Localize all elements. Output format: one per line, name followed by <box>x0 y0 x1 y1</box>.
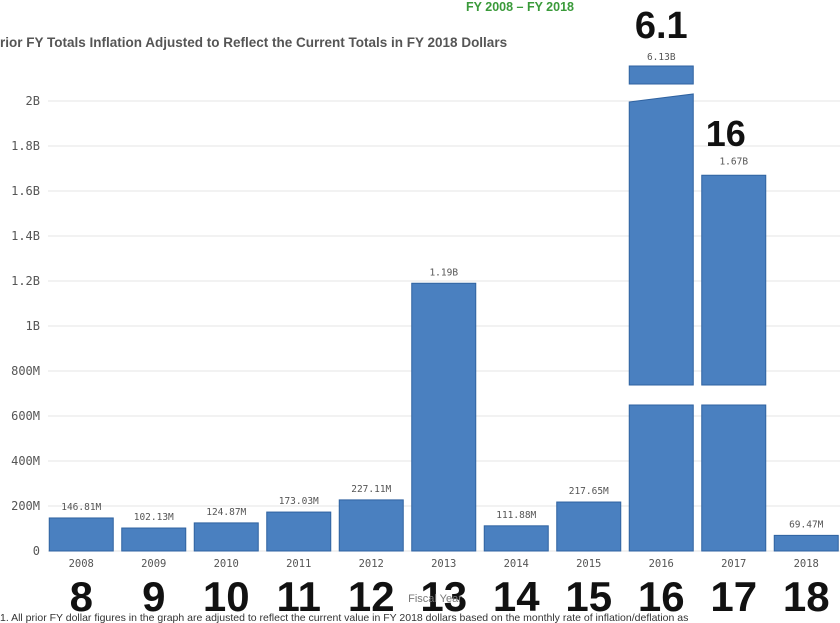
x-tick-2014: 2014 <box>504 558 529 570</box>
chart-subtitle: FY 2008 – FY 2018 <box>466 0 574 14</box>
data-label-2011: 173.03M <box>279 496 319 507</box>
data-label-2009: 102.13M <box>134 512 174 523</box>
y-tick-label: 600M <box>11 409 40 423</box>
x-tick-2013: 2013 <box>431 558 456 570</box>
handwritten-year-2012: 12 <box>348 573 395 620</box>
y-tick-label: 200M <box>11 499 40 513</box>
bar-2010 <box>193 522 259 552</box>
x-axis-label: Fiscal Year <box>408 593 462 605</box>
bar-2011 <box>266 511 332 552</box>
data-label-2012: 227.11M <box>351 484 391 495</box>
handwritten-year-2014: 14 <box>493 573 540 620</box>
bar-2017-lower <box>701 404 767 552</box>
y-tick-label: 1B <box>26 319 40 333</box>
bar-2017-upper <box>701 174 767 386</box>
data-label-2016: 6.13B <box>647 52 676 63</box>
bar-2012 <box>338 499 404 552</box>
data-label-2010: 124.87M <box>206 507 246 518</box>
y-tick-label: 1.4B <box>11 229 40 243</box>
handwritten-annotations: 8 9 10 11 12 13 14 15 16 17 18 6.1 16 <box>70 5 830 620</box>
data-label-2015: 217.65M <box>569 486 609 497</box>
y-axis-ticks: 0 200M 400M 600M 800M 1B 1.2B 1.4B 1.6B 1.8B 2B <box>11 94 40 558</box>
data-label-2014: 111.88M <box>496 510 536 521</box>
handwritten-year-2013: 13 <box>420 573 467 620</box>
handwritten-year-2016: 16 <box>638 573 685 620</box>
bar-2014 <box>483 525 549 552</box>
x-tick-2011: 2011 <box>286 558 311 570</box>
chart-title: rior FY Totals Inflation Adjusted to Ref… <box>0 35 507 50</box>
bar-2016-top <box>628 65 694 85</box>
x-tick-2015: 2015 <box>576 558 601 570</box>
y-tick-label: 1.8B <box>11 139 40 153</box>
x-tick-2016: 2016 <box>649 558 674 570</box>
bar-2016-bottom <box>628 404 694 552</box>
y-tick-label: 2B <box>26 94 40 108</box>
y-tick-label: 1.2B <box>11 274 40 288</box>
y-tick-label: 800M <box>11 364 40 378</box>
handwritten-year-2018: 18 <box>783 573 830 620</box>
handwritten-year-2010: 10 <box>203 573 250 620</box>
data-label-2018: 69.47M <box>789 519 824 530</box>
handwritten-2016-value: 6.1 <box>635 5 688 47</box>
handwritten-year-2015: 15 <box>565 573 612 620</box>
x-tick-2009: 2009 <box>141 558 166 570</box>
handwritten-year-2011: 11 <box>277 573 321 620</box>
bar-2016-middle <box>628 93 694 386</box>
x-axis-ticks: 2008 2009 2010 2011 2012 2013 2014 2015 2016 2017… <box>69 558 819 570</box>
y-tick-label: 400M <box>11 454 40 468</box>
bar-2013 <box>411 282 477 552</box>
handwritten-2017-value: 16 <box>706 113 746 154</box>
x-tick-2017: 2017 <box>721 558 746 570</box>
data-label-2013: 1.19B <box>429 267 458 278</box>
x-tick-2018: 2018 <box>794 558 819 570</box>
handwritten-year-2009: 9 <box>142 573 165 620</box>
x-tick-2008: 2008 <box>69 558 94 570</box>
bar-2009 <box>121 527 187 552</box>
handwritten-year-2008: 8 <box>70 573 93 620</box>
bar-2008 <box>48 517 114 552</box>
data-label-2017: 1.67B <box>719 156 748 167</box>
x-tick-2012: 2012 <box>359 558 384 570</box>
footnote: 1. All prior FY dollar figures in the gr… <box>0 612 688 623</box>
y-tick-label: 1.6B <box>11 184 40 198</box>
y-tick-label: 0 <box>33 544 40 558</box>
data-label-2008: 146.81M <box>61 502 101 513</box>
handwritten-year-2017: 17 <box>710 573 757 620</box>
data-labels: 146.81M 102.13M 124.87M 173.03M 227.11M 1.19B… <box>61 52 823 530</box>
x-tick-2010: 2010 <box>214 558 239 570</box>
bar-2018 <box>773 534 839 552</box>
bar-2015 <box>556 501 622 552</box>
bars <box>48 65 839 552</box>
